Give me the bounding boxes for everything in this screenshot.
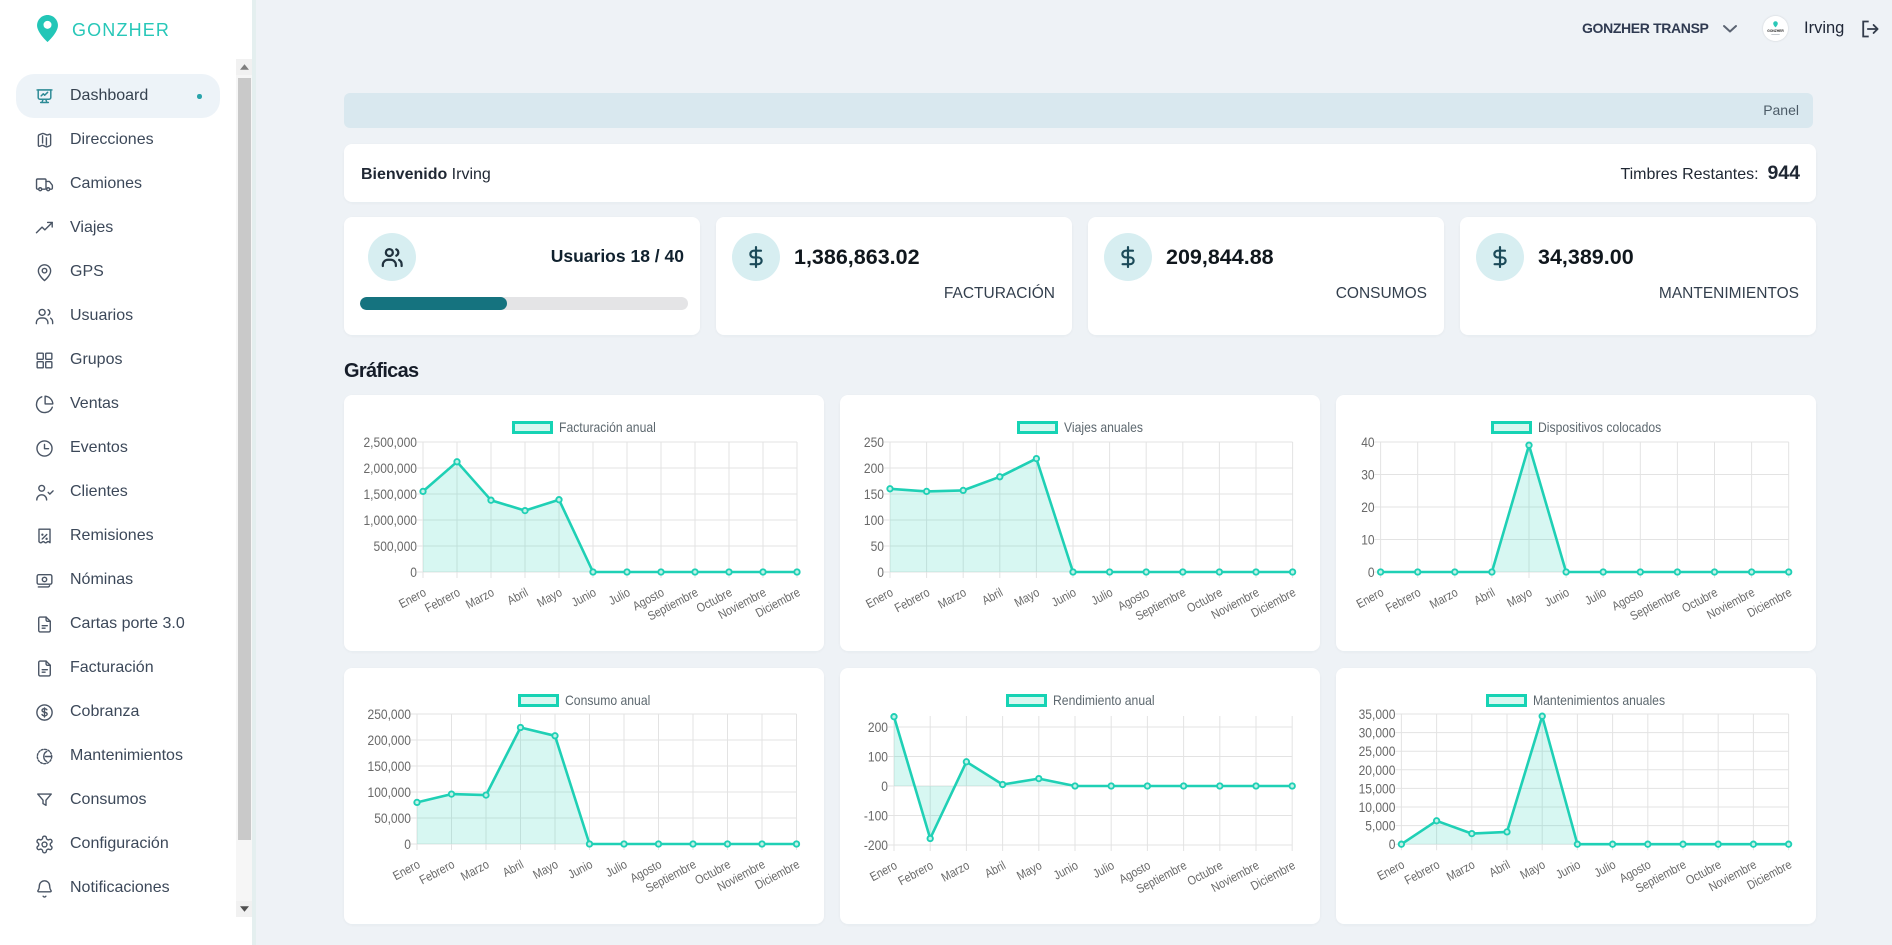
svg-text:30,000: 30,000 [1359, 725, 1396, 741]
svg-text:10: 10 [1361, 532, 1374, 548]
svg-text:40: 40 [1361, 434, 1374, 450]
svg-text:150,000: 150,000 [368, 758, 411, 774]
svg-text:Marzo: Marzo [459, 858, 492, 884]
svg-text:Febrero: Febrero [892, 586, 932, 616]
svg-text:Julio: Julio [606, 586, 632, 609]
svg-text:0: 0 [881, 778, 888, 794]
svg-text:Febrero: Febrero [896, 859, 936, 889]
svg-text:100: 100 [864, 512, 884, 528]
svg-text:Abril: Abril [1472, 586, 1498, 608]
svg-text:200,000: 200,000 [368, 732, 411, 748]
svg-text:Mayo: Mayo [1505, 586, 1535, 611]
svg-text:Mayo: Mayo [1012, 586, 1042, 611]
svg-text:Julio: Julio [1583, 586, 1609, 609]
svg-text:10,000: 10,000 [1359, 799, 1396, 815]
svg-text:0: 0 [1368, 564, 1375, 580]
svg-text:100: 100 [868, 749, 888, 765]
svg-text:2,500,000: 2,500,000 [363, 434, 417, 450]
svg-text:Abril: Abril [500, 858, 526, 880]
svg-text:Junio: Junio [1554, 858, 1583, 882]
svg-text:250,000: 250,000 [368, 706, 411, 722]
svg-text:Abril: Abril [505, 586, 531, 608]
svg-text:Febrero: Febrero [1383, 586, 1423, 616]
svg-text:Mayo: Mayo [531, 858, 561, 883]
svg-text:Julio: Julio [603, 858, 629, 881]
svg-text:25,000: 25,000 [1359, 743, 1396, 759]
svg-text:2,000,000: 2,000,000 [363, 460, 417, 476]
svg-text:15,000: 15,000 [1359, 781, 1396, 797]
svg-text:150: 150 [864, 486, 884, 502]
svg-text:50,000: 50,000 [374, 810, 411, 826]
svg-text:0: 0 [404, 836, 411, 852]
svg-text:Enero: Enero [868, 859, 900, 885]
svg-text:Mayo: Mayo [535, 586, 565, 611]
svg-text:0: 0 [410, 564, 417, 580]
svg-text:Febrero: Febrero [423, 586, 463, 616]
svg-text:Enero: Enero [1354, 586, 1386, 612]
svg-text:250: 250 [864, 434, 884, 450]
svg-text:Julio: Julio [1089, 586, 1115, 609]
svg-text:Febrero: Febrero [417, 858, 457, 888]
svg-text:-100: -100 [864, 808, 888, 824]
svg-text:Enero: Enero [864, 586, 896, 612]
svg-text:100,000: 100,000 [368, 784, 411, 800]
svg-text:Marzo: Marzo [939, 859, 972, 885]
svg-text:Abril: Abril [1487, 858, 1513, 880]
svg-text:Marzo: Marzo [1427, 586, 1460, 612]
svg-text:Marzo: Marzo [936, 586, 969, 612]
svg-text:Enero: Enero [391, 858, 423, 884]
svg-text:Junio: Junio [1542, 586, 1571, 610]
svg-text:0: 0 [1389, 836, 1396, 852]
svg-text:Marzo: Marzo [464, 586, 497, 612]
svg-text:0: 0 [877, 564, 884, 580]
svg-text:Enero: Enero [1375, 858, 1407, 884]
svg-text:Junio: Junio [1049, 586, 1078, 610]
svg-text:Junio: Junio [566, 858, 595, 882]
svg-text:Julio: Julio [1091, 859, 1117, 882]
svg-text:Marzo: Marzo [1444, 858, 1477, 884]
svg-text:Abril: Abril [980, 586, 1006, 608]
svg-text:20,000: 20,000 [1359, 762, 1396, 778]
svg-text:5,000: 5,000 [1365, 818, 1395, 834]
svg-text:GONZHER: GONZHER [1767, 29, 1784, 33]
svg-text:Junio: Junio [569, 586, 598, 610]
svg-text:1,000,000: 1,000,000 [363, 512, 417, 528]
svg-text:50: 50 [871, 538, 884, 554]
svg-text:30: 30 [1361, 467, 1374, 483]
svg-text:Mayo: Mayo [1015, 859, 1045, 884]
svg-text:200: 200 [864, 460, 884, 476]
svg-text:-200: -200 [864, 837, 888, 853]
svg-text:Febrero: Febrero [1402, 858, 1442, 888]
svg-text:Junio: Junio [1051, 859, 1080, 883]
svg-text:35,000: 35,000 [1359, 706, 1396, 722]
svg-text:1,500,000: 1,500,000 [363, 486, 417, 502]
svg-text:Mayo: Mayo [1518, 858, 1548, 883]
svg-text:500,000: 500,000 [374, 538, 417, 554]
svg-text:20: 20 [1361, 499, 1374, 515]
svg-text:Abril: Abril [983, 859, 1009, 881]
svg-text:Enero: Enero [397, 586, 429, 612]
svg-text:200: 200 [868, 719, 888, 735]
svg-text:Julio: Julio [1592, 858, 1618, 881]
